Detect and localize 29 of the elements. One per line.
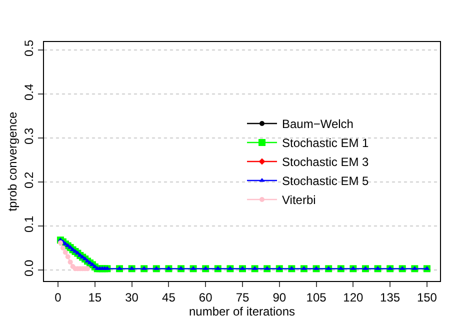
y-tick-label: 0.2 <box>22 172 36 189</box>
x-tick-label: 0 <box>54 290 62 304</box>
legend-label: Baum−Welch <box>282 117 354 132</box>
x-axis-title: number of iterations <box>188 304 296 318</box>
point <box>62 250 68 255</box>
x-tick-label: 135 <box>380 290 400 304</box>
point <box>68 260 73 265</box>
x-tick-label: 75 <box>236 290 250 304</box>
legend-label: Stochastic EM 5 <box>282 174 370 188</box>
point <box>58 240 63 246</box>
x-tick-label: 120 <box>343 290 364 304</box>
x-tick-label: 150 <box>416 290 438 304</box>
x-tick-label: 15 <box>88 290 102 304</box>
x-tick-label: 45 <box>162 290 176 304</box>
y-tick-label: 0.4 <box>22 83 36 100</box>
y-axis-title: tprob convergence <box>6 111 20 212</box>
x-tick-label: 60 <box>198 290 213 304</box>
x-tick-label: 90 <box>272 290 286 304</box>
y-tick-label: 0.1 <box>22 216 36 233</box>
x-tick-label: 105 <box>306 290 327 304</box>
legend-label: Stochastic EM 1 <box>282 136 370 150</box>
legend-label: Stochastic EM 3 <box>282 155 370 170</box>
legend-label: Viterbi <box>282 193 316 208</box>
point <box>65 254 70 260</box>
y-tick-label: 0.0 <box>22 260 36 277</box>
y-tick-label: 0.3 <box>22 127 36 144</box>
point <box>60 245 66 250</box>
y-tick-label: 0.5 <box>22 39 36 56</box>
x-tick-label: 30 <box>125 290 139 304</box>
